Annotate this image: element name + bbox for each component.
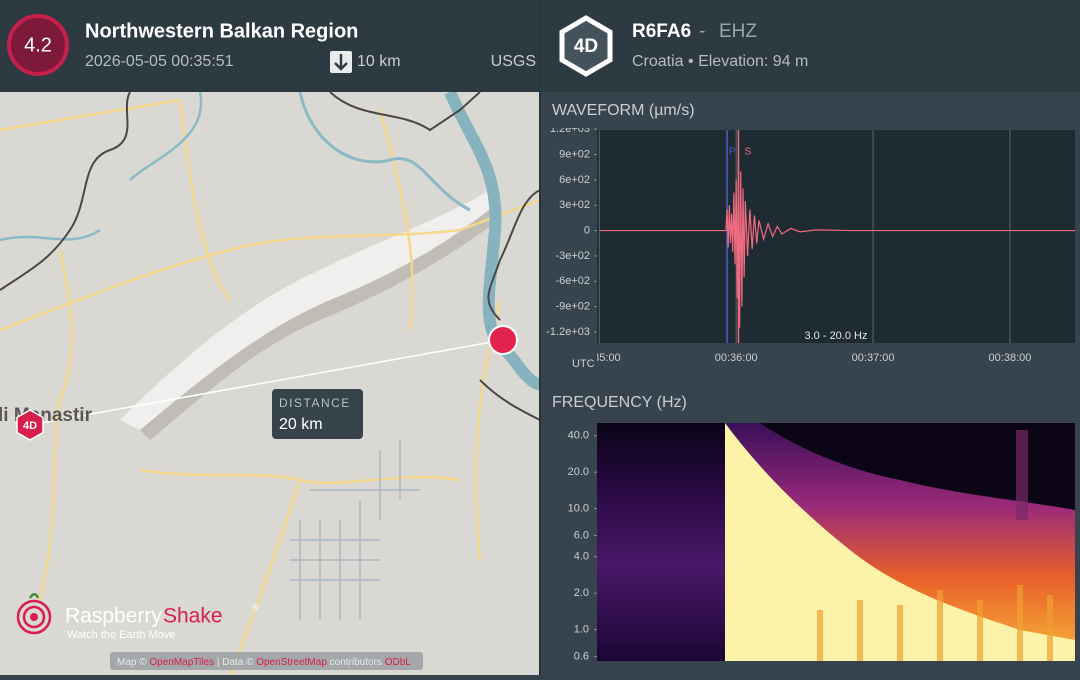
depth: 10 km bbox=[357, 53, 401, 70]
y-tick-label: 6e+02 bbox=[559, 174, 590, 186]
station-header bbox=[540, 0, 1080, 92]
place-label: li Manastir bbox=[0, 405, 93, 426]
event-time: 2026-05-05 00:35:51 bbox=[85, 53, 234, 70]
station-marker-label: 4D bbox=[23, 420, 37, 432]
map: li Manastir 4D DISTANCE 20 km Raspberry … bbox=[0, 92, 540, 675]
header bbox=[0, 0, 540, 92]
timezone: UTC bbox=[572, 358, 595, 370]
attribution-link[interactable]: OpenStreetMap bbox=[256, 657, 327, 668]
filter-label: 3.0 - 20.0 Hz bbox=[805, 330, 868, 342]
y-tick-label: -9e+02 bbox=[555, 301, 590, 313]
attribution-link[interactable]: ODbL bbox=[385, 657, 412, 668]
x-tick-label: 00:38:00 bbox=[989, 352, 1032, 364]
magnitude: 4.2 bbox=[24, 34, 52, 56]
phase-label: S bbox=[744, 147, 751, 158]
x-tick-label: 00:36:00 bbox=[715, 352, 758, 364]
x-tick-label: 00:35:00 bbox=[578, 352, 621, 364]
station-badge bbox=[559, 15, 613, 77]
y-tick-label: 3e+02 bbox=[559, 199, 590, 211]
attribution-part: Map © bbox=[117, 657, 147, 668]
logo-mark: ® bbox=[252, 602, 259, 612]
y-tick-label: 9e+02 bbox=[559, 148, 590, 160]
waveform-y-axis: 1.2e+03 9e+02 6e+02 3e+02 0 -3e+02 -6e+02 -9e+0… bbox=[546, 123, 590, 338]
y-tick-label: 6.0 bbox=[574, 529, 589, 541]
waveform-trace bbox=[599, 146, 1075, 328]
distance-label: DISTANCE bbox=[279, 396, 351, 410]
y-tick-label: 0 bbox=[584, 224, 590, 236]
attribution-bar bbox=[110, 652, 423, 670]
station-badge-label: 4D bbox=[574, 36, 598, 57]
y-tick-label: 1.2e+03 bbox=[550, 123, 590, 135]
station-location: Croatia • Elevation: 94 m bbox=[632, 53, 808, 70]
distance-box bbox=[272, 389, 363, 439]
attribution-text: Map © OpenMapTiles | Data © OpenStreetMa… bbox=[117, 657, 411, 668]
frequency-title: FREQUENCY (Hz) bbox=[552, 394, 687, 411]
y-tick-label: 10.0 bbox=[568, 503, 589, 515]
frequency-y-axis: 40.0 20.0 10.0 6.0 4.0 2.0 1.0 0.6 bbox=[568, 430, 597, 662]
logo-word-1: Raspberry bbox=[65, 605, 162, 628]
logo-tagline: Watch the Earth Move bbox=[67, 629, 175, 641]
separator: - bbox=[699, 21, 705, 42]
station-marker[interactable] bbox=[16, 409, 44, 441]
logo-word-2: Shake bbox=[163, 605, 223, 628]
y-tick-label: 2.0 bbox=[574, 587, 589, 599]
y-tick-label: 4.0 bbox=[574, 551, 589, 563]
attribution-part: contributors bbox=[330, 657, 382, 668]
y-tick-label: -1.2e+03 bbox=[546, 326, 590, 338]
spectrogram bbox=[597, 423, 1075, 661]
y-tick-label: 0.6 bbox=[574, 650, 589, 662]
waveform-x-axis: 00:35:00 00:36:00 00:37:00 00:38:00 bbox=[578, 352, 1032, 364]
y-tick-label: 20.0 bbox=[568, 466, 589, 478]
magnitude-badge bbox=[7, 14, 69, 76]
source: USGS bbox=[491, 53, 536, 70]
y-tick-label: -6e+02 bbox=[555, 275, 590, 287]
attribution-part: | Data © bbox=[217, 657, 254, 668]
station-code: R6FA6 bbox=[632, 21, 691, 42]
attribution-link[interactable]: OpenMapTiles bbox=[149, 657, 214, 668]
y-tick-label: 40.0 bbox=[568, 430, 589, 442]
y-tick-label: 1.0 bbox=[574, 623, 589, 635]
region: Northwestern Balkan Region bbox=[85, 20, 358, 42]
logo bbox=[16, 593, 52, 635]
y-tick-label: -3e+02 bbox=[555, 250, 590, 262]
distance-value: 20 km bbox=[279, 416, 323, 433]
waveform-plot bbox=[597, 130, 1075, 343]
depth-icon bbox=[330, 51, 352, 73]
x-tick-label: 00:37:00 bbox=[852, 352, 895, 364]
filter-box bbox=[800, 328, 872, 343]
epicenter-marker[interactable] bbox=[488, 325, 518, 355]
phase-label: P bbox=[729, 147, 736, 158]
channel: EHZ bbox=[719, 21, 757, 42]
waveform-title: WAVEFORM (µm/s) bbox=[552, 102, 695, 119]
